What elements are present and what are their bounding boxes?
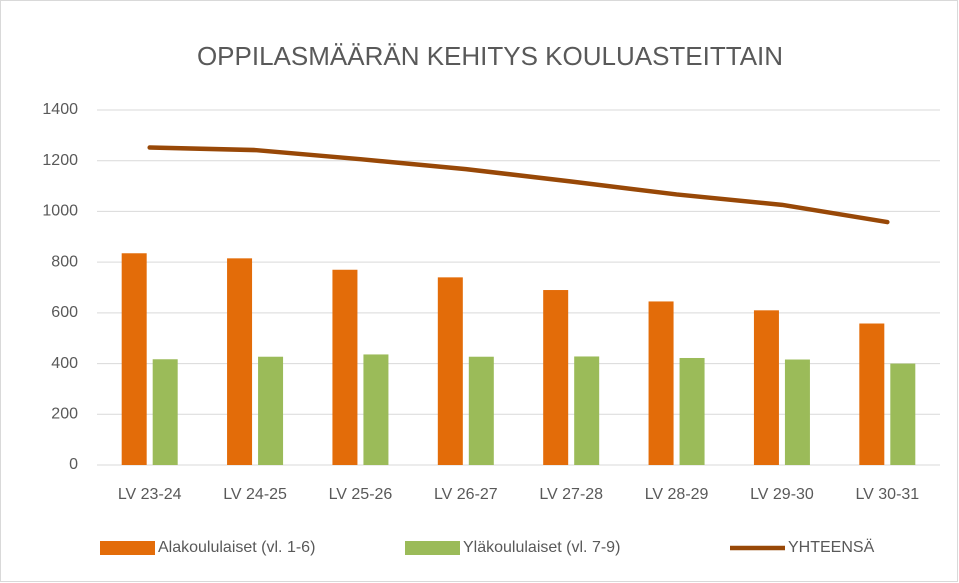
bar — [468, 356, 494, 465]
x-tick-label: LV 30-31 — [855, 486, 919, 503]
legend-label: Yläkoululaiset (vl. 7-9) — [463, 539, 620, 556]
x-tick-label: LV 23-24 — [118, 486, 182, 503]
legend-swatch — [100, 541, 155, 555]
bar — [784, 359, 810, 465]
bar — [332, 269, 358, 465]
bar — [152, 359, 178, 465]
bar — [227, 258, 253, 465]
x-tick-label: LV 26-27 — [434, 486, 498, 503]
bar — [574, 356, 600, 465]
y-tick-label: 0 — [69, 456, 78, 473]
bar — [753, 310, 779, 465]
bar — [363, 354, 389, 465]
x-tick-label: LV 24-25 — [223, 486, 287, 503]
x-tick-label: LV 29-30 — [750, 486, 814, 503]
bar — [258, 356, 284, 465]
chart-title: OPPILASMÄÄRÄN KEHITYS KOULUASTEITTAIN — [197, 41, 783, 71]
x-tick-label: LV 28-29 — [645, 486, 709, 503]
y-tick-label: 200 — [51, 406, 78, 423]
legend-label: YHTEENSÄ — [788, 538, 875, 556]
bar — [437, 277, 463, 465]
bar — [543, 290, 569, 465]
bar — [890, 363, 916, 465]
legend-label: Alakoululaiset (vl. 1-6) — [158, 539, 315, 556]
bar — [859, 323, 885, 465]
x-tick-label: LV 25-26 — [329, 486, 393, 503]
bar — [679, 357, 705, 465]
y-tick-label: 1400 — [42, 101, 78, 118]
y-tick-label: 1000 — [42, 203, 78, 220]
y-tick-label: 400 — [51, 355, 78, 372]
bar — [121, 253, 147, 465]
y-tick-label: 1200 — [42, 152, 78, 169]
legend-swatch — [405, 541, 460, 555]
line — [147, 145, 890, 225]
bar — [648, 301, 674, 465]
y-tick-label: 800 — [51, 253, 78, 270]
x-tick-label: LV 27-28 — [539, 486, 603, 503]
y-tick-label: 600 — [51, 304, 78, 321]
